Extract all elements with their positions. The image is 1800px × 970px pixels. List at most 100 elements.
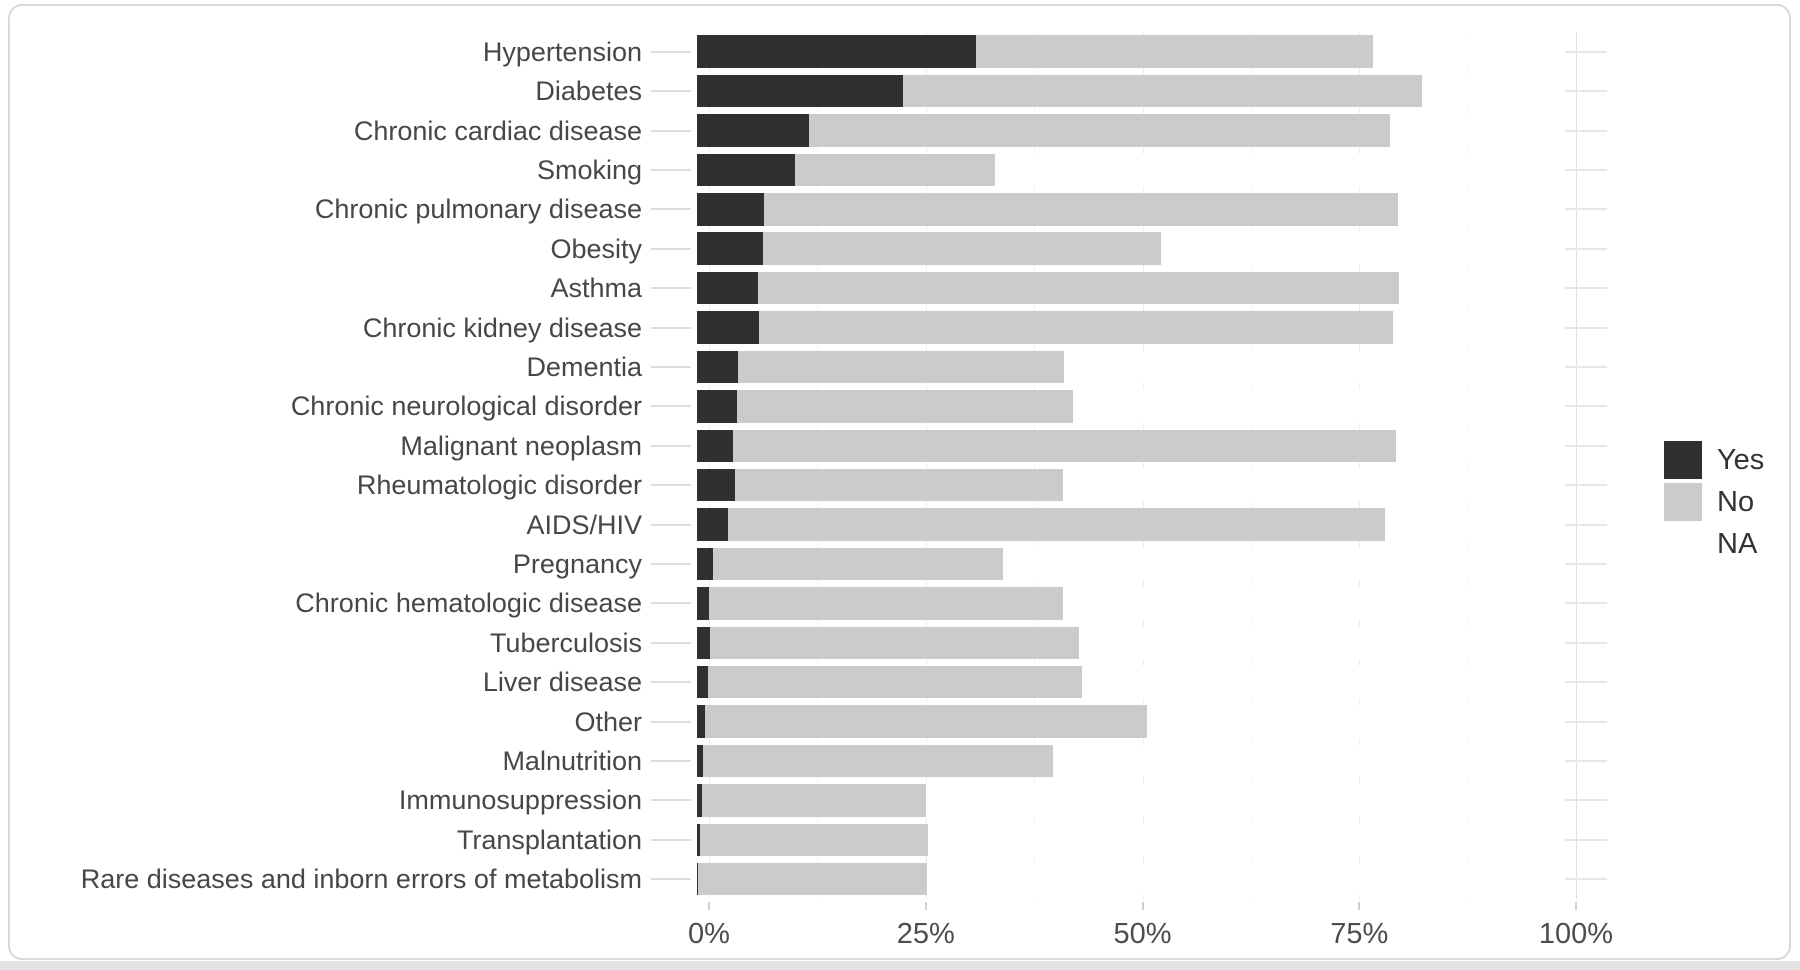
bar-segment-na [1081, 665, 1564, 699]
category-label: Chronic hematologic disease [295, 588, 642, 619]
bar-segment-na [995, 153, 1564, 187]
bar-segment-no [712, 547, 1004, 581]
gridline-stub [1565, 720, 1607, 723]
gridline-stub [1565, 641, 1607, 644]
bar-segment-yes [697, 429, 734, 463]
bar-segment-na [927, 823, 1564, 857]
bar-segment-no [903, 74, 1422, 108]
bar-segment-yes [697, 784, 703, 817]
gridline-stub [1565, 287, 1607, 290]
y-axis-tick [651, 129, 691, 132]
bar-segment-na [1389, 114, 1564, 147]
table-row: Malnutrition [10, 741, 1609, 780]
category-label: AIDS/HIV [526, 509, 642, 540]
bar-segment-na [1398, 193, 1564, 226]
bar-segment-na [1003, 547, 1564, 581]
legend-item-no: No [1664, 481, 1764, 523]
bar-track [697, 193, 1564, 226]
table-row: Rare diseases and inborn errors of metab… [10, 860, 1609, 899]
y-axis-tick [651, 838, 691, 841]
y-axis-tick [651, 405, 691, 408]
bar-segment-na [1073, 390, 1564, 423]
y-axis-tick [651, 247, 691, 250]
table-row: Chronic neurological disorder [10, 387, 1609, 426]
legend: Yes No NA [1664, 439, 1764, 565]
x-axis-tick [1141, 902, 1144, 910]
category-label: Dementia [526, 351, 642, 382]
legend-item-na: NA [1664, 523, 1764, 565]
gridline-stub [1565, 168, 1607, 171]
legend-item-yes: Yes [1664, 439, 1764, 481]
y-axis-tick [651, 208, 691, 211]
table-row: Chronic cardiac disease [10, 111, 1609, 150]
legend-label-yes: Yes [1717, 443, 1765, 476]
x-axis-tick [924, 902, 927, 910]
bar-segment-na [926, 862, 1564, 896]
bar-segment-na [1146, 705, 1564, 738]
category-label: Malnutrition [502, 746, 642, 777]
gridline-stub [1565, 799, 1607, 802]
bar-segment-yes [697, 311, 760, 344]
major-gridline [1359, 32, 1361, 899]
category-label: Malignant neoplasm [400, 430, 642, 461]
minor-gridline [1250, 32, 1252, 899]
x-axis-tick-label: 50% [1113, 918, 1172, 950]
bar-track [697, 468, 1564, 502]
bar-segment-yes [697, 350, 738, 384]
bar-segment-yes [697, 587, 710, 620]
bar-track [697, 232, 1564, 265]
table-row: Chronic pulmonary disease [10, 190, 1609, 229]
table-row: Obesity [10, 229, 1609, 268]
table-row: Pregnancy [10, 544, 1609, 583]
bar-segment-na [1079, 626, 1564, 660]
major-gridline [1576, 32, 1577, 899]
table-row: Liver disease [10, 663, 1609, 702]
bar-segment-na [1373, 35, 1564, 68]
bar-segment-no [702, 784, 926, 817]
bar-track [697, 626, 1564, 660]
bar-segment-yes [697, 468, 736, 502]
bar-segment-na [1399, 271, 1564, 305]
bar-segment-no [703, 744, 1054, 778]
gridline-stub [1565, 760, 1607, 763]
stacked-bar-chart: Hypertension Diabetes Chronic cardiac dise… [10, 32, 1670, 902]
y-axis-tick [651, 681, 691, 684]
bar-segment-yes [697, 508, 729, 541]
bar-track [697, 705, 1564, 738]
bar-segment-no [699, 823, 928, 857]
table-row: Smoking [10, 150, 1609, 189]
table-row: Diabetes [10, 71, 1609, 110]
category-label: Obesity [550, 233, 642, 264]
bar-track [697, 114, 1564, 147]
x-axis-tick-label: 25% [896, 918, 955, 950]
table-row: Asthma [10, 268, 1609, 307]
bar-track [697, 862, 1564, 896]
bar-segment-no [704, 705, 1147, 738]
gridline-stub [1565, 562, 1607, 565]
major-gridline [1142, 32, 1144, 899]
bar-segment-no [976, 35, 1374, 68]
bar-segment-no [759, 311, 1394, 344]
bar-segment-yes [697, 232, 763, 265]
bar-segment-no [763, 193, 1399, 226]
bar-segment-no [762, 232, 1161, 265]
y-axis-tick [651, 720, 691, 723]
bar-segment-yes [697, 35, 977, 68]
x-axis-tick [1575, 902, 1577, 910]
category-label: Smoking [536, 154, 642, 185]
x-axis-tick [1358, 902, 1361, 910]
minor-gridline [1034, 32, 1036, 899]
category-label: Tuberculosis [489, 627, 642, 658]
category-label: Other [574, 706, 642, 737]
bar-segment-yes [697, 153, 795, 187]
bar-segment-yes [697, 862, 698, 896]
category-label: Hypertension [482, 36, 642, 67]
y-axis-tick [651, 799, 691, 802]
bar-segment-yes [697, 390, 737, 423]
bar-track [697, 823, 1564, 857]
bar-track [697, 390, 1564, 423]
gridline-stub [1565, 50, 1607, 53]
bar-segment-na [1393, 311, 1564, 344]
gridline-stub [1565, 326, 1607, 329]
bar-segment-yes [697, 705, 705, 738]
